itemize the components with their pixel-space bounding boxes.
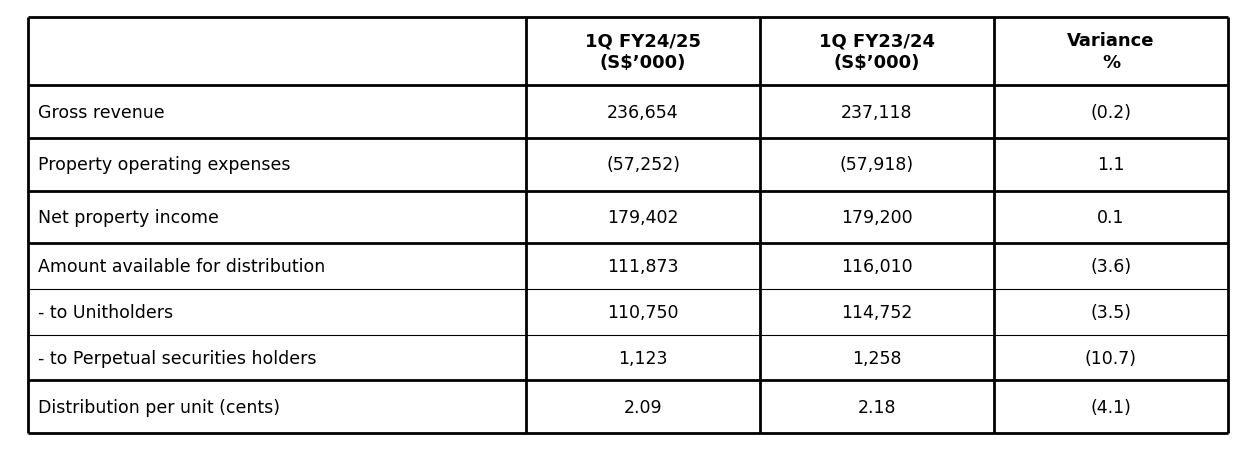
Text: Net property income: Net property income [38, 208, 219, 226]
Text: 179,200: 179,200 [842, 208, 913, 226]
Text: Property operating expenses: Property operating expenses [38, 156, 290, 174]
Text: (10.7): (10.7) [1085, 349, 1137, 367]
Text: 1,123: 1,123 [618, 349, 668, 367]
Text: (3.5): (3.5) [1090, 303, 1132, 321]
Text: - to Perpetual securities holders: - to Perpetual securities holders [38, 349, 317, 367]
Text: 1Q FY23/24
(S$’000): 1Q FY23/24 (S$’000) [819, 32, 934, 72]
Text: 110,750: 110,750 [607, 303, 678, 321]
Text: Variance
%: Variance % [1068, 32, 1154, 72]
Text: 114,752: 114,752 [842, 303, 913, 321]
Text: 1Q FY24/25
(S$’000): 1Q FY24/25 (S$’000) [585, 32, 701, 72]
Text: 1,258: 1,258 [853, 349, 902, 367]
Text: Distribution per unit (cents): Distribution per unit (cents) [38, 398, 280, 416]
Text: 2.18: 2.18 [858, 398, 897, 416]
Text: (0.2): (0.2) [1090, 103, 1132, 121]
Text: 236,654: 236,654 [607, 103, 678, 121]
Text: (57,252): (57,252) [605, 156, 679, 174]
Text: (3.6): (3.6) [1090, 258, 1132, 276]
Text: 116,010: 116,010 [842, 258, 913, 276]
Text: (4.1): (4.1) [1090, 398, 1132, 416]
Text: 179,402: 179,402 [607, 208, 678, 226]
Text: - to Unitholders: - to Unitholders [38, 303, 173, 321]
Text: 2.09: 2.09 [624, 398, 662, 416]
Text: 237,118: 237,118 [842, 103, 913, 121]
Text: 111,873: 111,873 [607, 258, 678, 276]
Text: (57,918): (57,918) [840, 156, 914, 174]
Text: Gross revenue: Gross revenue [38, 103, 165, 121]
Text: 1.1: 1.1 [1098, 156, 1125, 174]
Text: 0.1: 0.1 [1098, 208, 1125, 226]
Text: Amount available for distribution: Amount available for distribution [38, 258, 325, 276]
